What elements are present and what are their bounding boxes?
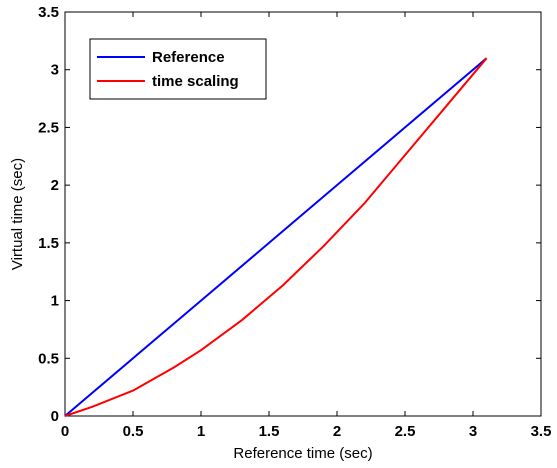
y-tick-label: 0.5: [38, 350, 59, 367]
ticks: 0 0.5 1 1.5 2 2.5 3 3.5 0 0.5 1 1.5 2 2.5 3 3.5: [38, 4, 551, 440]
x-tick-label: 2: [333, 423, 341, 440]
x-tick-label: 3.5: [531, 423, 552, 440]
series-lines: [64, 57, 488, 417]
x-tick-label: 3: [469, 423, 477, 440]
y-tick-label: 0: [51, 408, 59, 425]
x-tick-label: 0: [61, 423, 69, 440]
x-tick-label: 2.5: [395, 423, 416, 440]
legend-label-2: time scaling: [152, 73, 239, 90]
x-tick-label: 0.5: [123, 423, 144, 440]
legend: Reference time scaling: [89, 38, 267, 100]
series-line-2: [64, 57, 488, 417]
x-tick-label: 1: [197, 423, 205, 440]
series-line-1: [64, 57, 488, 417]
legend-label-1: Reference: [152, 49, 225, 66]
y-axis-label: Virtual time (sec): [9, 158, 26, 270]
y-tick-label: 3: [51, 62, 59, 79]
x-tick-label: 1.5: [259, 423, 280, 440]
y-tick-label: 1.5: [38, 235, 59, 252]
y-tick-label: 2.5: [38, 119, 59, 136]
legend-box: [89, 38, 267, 100]
y-tick-label: 1: [51, 293, 59, 310]
y-tick-label: 2: [51, 177, 59, 194]
x-axis-label: Reference time (sec): [233, 445, 372, 462]
y-tick-label: 3.5: [38, 4, 59, 21]
